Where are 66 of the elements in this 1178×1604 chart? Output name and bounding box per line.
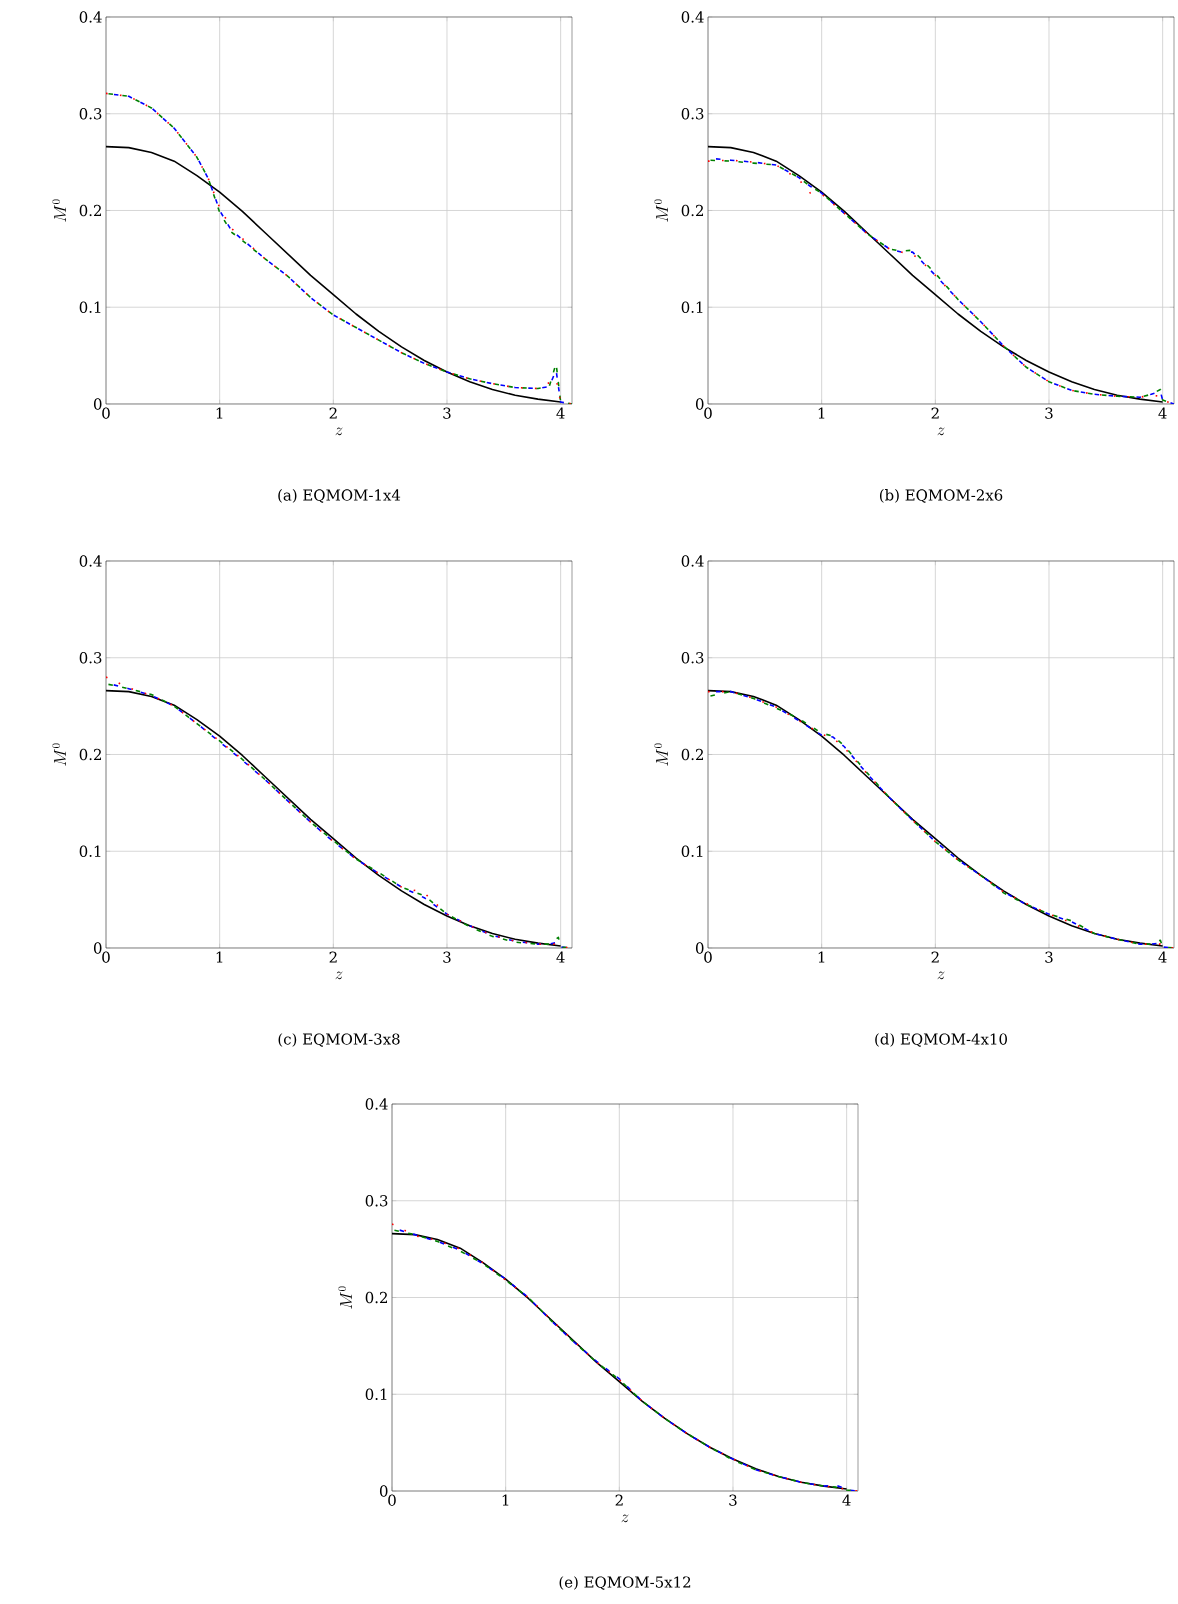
x-tick-label: 3	[1045, 951, 1053, 963]
y-axis-title: $M^{0}$	[654, 199, 668, 222]
text: (b) EQMOM-2x6	[879, 489, 1003, 503]
x-tick-label: 3	[729, 1494, 737, 1506]
y-tick-label: 0	[93, 398, 102, 410]
x-tick-label: 2	[329, 407, 337, 419]
x-tick-label: 3	[443, 951, 451, 963]
y-tick-label: 0	[379, 1485, 388, 1497]
y-tick-label: 0	[695, 398, 704, 410]
y-tick-label: 0.1	[365, 1388, 387, 1400]
y-tick-label: 0.1	[681, 301, 703, 313]
x-tick-label: 1	[818, 407, 825, 419]
y-tick-label: 0.4	[365, 1098, 388, 1110]
text: (c) EQMOM-3x8	[278, 1033, 400, 1047]
x-axis-title: $z$	[335, 427, 343, 436]
x-tick-label: 0	[388, 1494, 396, 1506]
y-tick-label: 0.4	[79, 555, 102, 567]
text: (e) EQMOM-5x12	[559, 1576, 691, 1590]
text: (a) EQMOM-1x4	[278, 489, 401, 503]
y-tick-label: 0.2	[681, 748, 704, 761]
x-tick-label: 4	[556, 407, 565, 419]
y-axis-title: $M^{0}$	[52, 743, 66, 766]
y-tick-label: 0.3	[681, 652, 704, 664]
x-tick-label: 2	[329, 951, 337, 963]
x-tick-label: 0	[102, 951, 110, 963]
y-tick-label: 0.4	[681, 555, 704, 567]
y-axis-title: $M^{0}$	[654, 743, 668, 766]
y-tick-label: 0.4	[79, 11, 102, 23]
y-tick-label: 0.3	[79, 652, 102, 664]
x-axis-title: $z$	[335, 971, 343, 980]
y-tick-label: 0.4	[681, 11, 704, 23]
x-tick-label: 1	[216, 951, 223, 963]
x-tick-label: 2	[615, 1494, 623, 1506]
x-tick-label: 2	[931, 407, 939, 419]
x-tick-label: 2	[931, 951, 939, 963]
y-tick-label: 0	[695, 942, 704, 954]
y-tick-label: 0.2	[681, 204, 704, 217]
line-series	[106, 92, 572, 404]
x-tick-label: 3	[1045, 407, 1053, 419]
x-tick-label: 1	[818, 951, 825, 963]
x-tick-label: 4	[556, 951, 565, 963]
y-tick-label: 0.1	[681, 845, 703, 857]
y-tick-label: 0.1	[79, 845, 101, 857]
y-tick-label: 0.1	[79, 301, 101, 313]
x-tick-label: 4	[842, 1494, 851, 1506]
y-tick-label: 0.3	[681, 108, 704, 120]
text: (d) EQMOM-4x10	[875, 1033, 1007, 1047]
y-tick-label: 0	[93, 942, 102, 954]
x-axis-title: $z$	[621, 1514, 629, 1523]
y-tick-label: 0.2	[79, 204, 101, 217]
x-tick-label: 0	[102, 407, 110, 419]
y-axis-title: $M^{0}$	[338, 1286, 352, 1309]
y-tick-label: 0.3	[365, 1195, 388, 1207]
x-axis-title: $z$	[937, 971, 945, 980]
x-axis-title: $z$	[937, 427, 945, 436]
y-axis-title: $M^{0}$	[52, 199, 66, 222]
y-tick-label: 0.3	[79, 108, 102, 120]
y-tick-label: 0.2	[365, 1291, 388, 1304]
x-tick-label: 4	[1158, 951, 1167, 963]
x-tick-label: 0	[704, 951, 712, 963]
x-tick-label: 1	[216, 407, 223, 419]
x-tick-label: 3	[443, 407, 451, 419]
x-tick-label: 0	[704, 407, 712, 419]
y-tick-label: 0.2	[79, 748, 101, 761]
x-tick-label: 4	[1158, 407, 1167, 419]
x-tick-label: 1	[502, 1494, 509, 1506]
